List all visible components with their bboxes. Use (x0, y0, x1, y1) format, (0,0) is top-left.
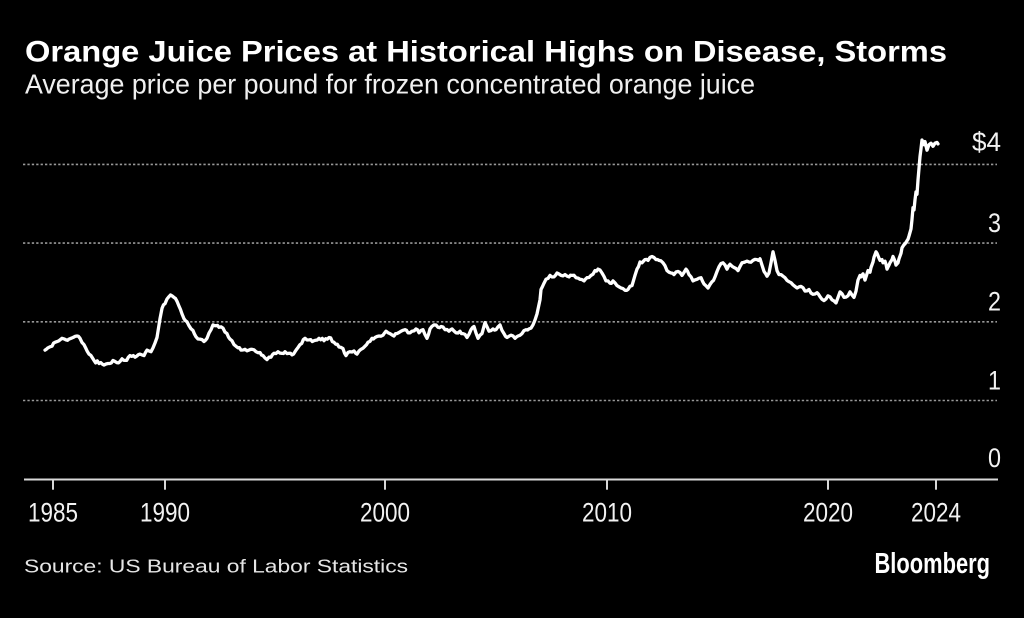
svg-text:2010: 2010 (582, 498, 632, 528)
svg-text:0: 0 (988, 443, 1001, 473)
svg-text:2020: 2020 (803, 498, 853, 528)
svg-text:Orange Juice Prices at Histori: Orange Juice Prices at Historical Highs … (25, 36, 947, 69)
svg-text:2000: 2000 (360, 498, 410, 528)
svg-text:1985: 1985 (28, 498, 78, 528)
svg-text:1: 1 (988, 366, 1001, 396)
svg-text:3: 3 (988, 208, 1001, 238)
svg-text:$4: $4 (972, 127, 1001, 157)
svg-text:Average price per pound for fr: Average price per pound for frozen conce… (25, 68, 755, 99)
svg-text:Source: US Bureau of Labor Sta: Source: US Bureau of Labor Statistics (24, 556, 408, 577)
svg-text:2: 2 (988, 286, 1001, 316)
svg-text:Bloomberg: Bloomberg (875, 548, 991, 580)
svg-text:2024: 2024 (911, 498, 961, 528)
svg-text:1990: 1990 (140, 498, 190, 528)
